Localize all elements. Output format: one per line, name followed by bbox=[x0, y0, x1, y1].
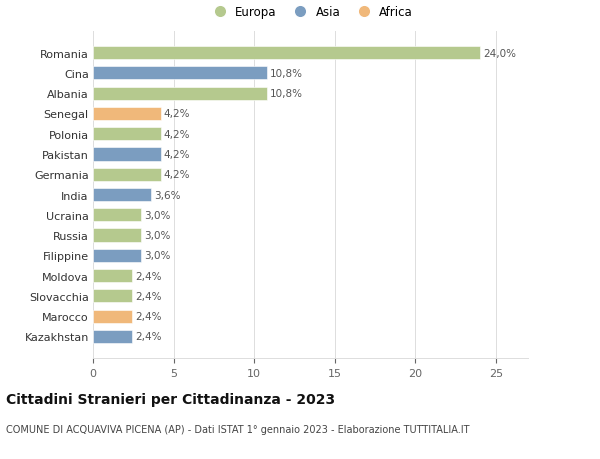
Text: COMUNE DI ACQUAVIVA PICENA (AP) - Dati ISTAT 1° gennaio 2023 - Elaborazione TUTT: COMUNE DI ACQUAVIVA PICENA (AP) - Dati I… bbox=[6, 425, 470, 435]
Bar bbox=[93, 290, 131, 303]
Text: 10,8%: 10,8% bbox=[270, 89, 303, 99]
Bar bbox=[93, 249, 142, 262]
Text: 4,2%: 4,2% bbox=[164, 150, 190, 160]
Bar bbox=[93, 47, 479, 60]
Bar bbox=[93, 189, 151, 202]
Text: 10,8%: 10,8% bbox=[270, 69, 303, 79]
Text: 3,0%: 3,0% bbox=[145, 230, 171, 241]
Text: 3,6%: 3,6% bbox=[154, 190, 181, 200]
Bar bbox=[93, 310, 131, 323]
Bar bbox=[93, 269, 131, 283]
Text: 4,2%: 4,2% bbox=[164, 170, 190, 180]
Text: 24,0%: 24,0% bbox=[483, 49, 516, 58]
Bar bbox=[93, 148, 161, 161]
Text: 3,0%: 3,0% bbox=[145, 210, 171, 220]
Bar bbox=[93, 107, 161, 121]
Text: 4,2%: 4,2% bbox=[164, 109, 190, 119]
Bar bbox=[93, 87, 267, 101]
Bar bbox=[93, 168, 161, 181]
Bar bbox=[93, 67, 267, 80]
Bar bbox=[93, 128, 161, 141]
Text: 4,2%: 4,2% bbox=[164, 129, 190, 140]
Text: 2,4%: 2,4% bbox=[135, 332, 161, 341]
Bar bbox=[93, 229, 142, 242]
Text: Cittadini Stranieri per Cittadinanza - 2023: Cittadini Stranieri per Cittadinanza - 2… bbox=[6, 392, 335, 406]
Text: 3,0%: 3,0% bbox=[145, 251, 171, 261]
Text: 2,4%: 2,4% bbox=[135, 291, 161, 301]
Legend: Europa, Asia, Africa: Europa, Asia, Africa bbox=[205, 3, 416, 23]
Text: 2,4%: 2,4% bbox=[135, 311, 161, 321]
Bar bbox=[93, 209, 142, 222]
Text: 2,4%: 2,4% bbox=[135, 271, 161, 281]
Bar bbox=[93, 330, 131, 343]
